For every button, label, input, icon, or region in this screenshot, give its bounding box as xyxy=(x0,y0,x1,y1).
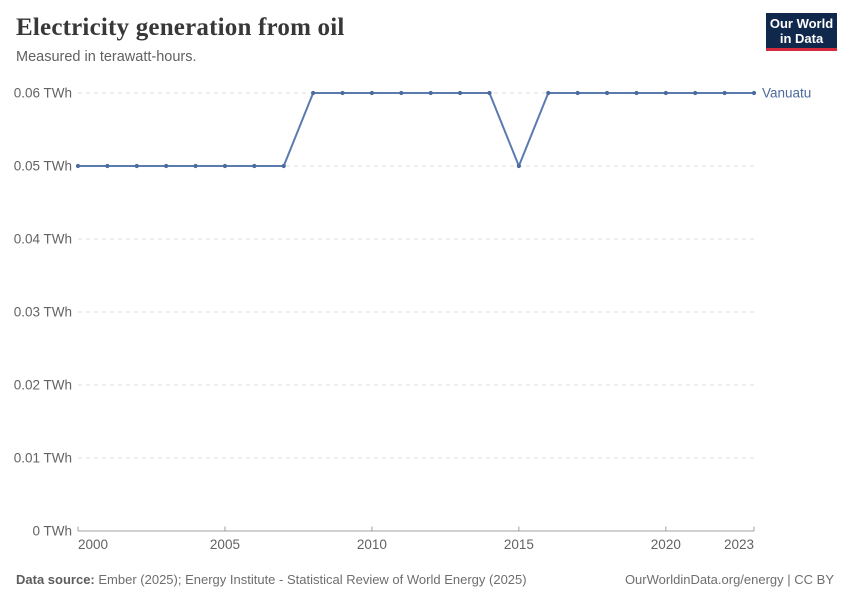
page-title: Electricity generation from oil xyxy=(16,14,345,41)
chart-subtitle: Measured in terawatt-hours. xyxy=(16,49,197,65)
x-tick-label: 2005 xyxy=(210,537,240,552)
data-point[interactable] xyxy=(634,90,639,96)
data-point[interactable] xyxy=(340,90,345,96)
data-point[interactable] xyxy=(105,163,110,169)
data-point[interactable] xyxy=(516,163,521,169)
x-tick-label: 2015 xyxy=(504,537,534,552)
data-point[interactable] xyxy=(134,163,139,169)
data-point[interactable] xyxy=(487,90,492,96)
y-tick-label: 0.01 TWh xyxy=(14,451,72,466)
data-point[interactable] xyxy=(75,163,81,169)
owid-logo-line2: in Data xyxy=(779,31,824,46)
credit-note[interactable]: OurWorldinData.org/energy | CC BY xyxy=(624,571,834,587)
data-point[interactable] xyxy=(164,163,169,169)
y-tick-label: 0.05 TWh xyxy=(14,159,72,174)
x-tick-label: 2023 xyxy=(724,537,754,552)
data-point[interactable] xyxy=(428,90,433,96)
data-point[interactable] xyxy=(193,163,198,169)
data-point[interactable] xyxy=(751,90,757,96)
x-tick-label: 2010 xyxy=(357,537,387,552)
data-point[interactable] xyxy=(693,90,698,96)
y-tick-label: 0.04 TWh xyxy=(14,232,72,247)
data-point[interactable] xyxy=(663,90,668,96)
data-point[interactable] xyxy=(546,90,551,96)
chart-header: Electricity generation from oil Measured… xyxy=(16,14,750,65)
data-point[interactable] xyxy=(252,163,257,169)
data-point[interactable] xyxy=(457,90,463,96)
data-point[interactable] xyxy=(311,90,316,96)
y-tick-label: 0 TWh xyxy=(32,524,72,539)
chart-footer: Data source: Ember (2025); Energy Instit… xyxy=(16,567,834,591)
data-point[interactable] xyxy=(369,90,375,96)
x-tick-label: 2000 xyxy=(78,537,108,552)
entity-label[interactable]: Vanuatu xyxy=(762,86,811,101)
y-tick-label: 0.06 TWh xyxy=(14,86,72,101)
data-point[interactable] xyxy=(222,163,228,169)
data-point[interactable] xyxy=(722,90,727,96)
data-point[interactable] xyxy=(399,90,404,96)
series-line[interactable] xyxy=(78,92,754,167)
owid-logo-line1: Our World xyxy=(769,16,834,31)
owid-logo[interactable]: Our World in Data xyxy=(766,13,837,51)
x-tick-label: 2020 xyxy=(651,537,681,552)
y-tick-label: 0.03 TWh xyxy=(14,305,72,320)
data-source-text: Ember (2025); Energy Institute - Statist… xyxy=(98,571,527,587)
data-point[interactable] xyxy=(604,90,610,96)
data-point[interactable] xyxy=(281,163,286,169)
data-point[interactable] xyxy=(575,90,580,96)
y-tick-label: 0.02 TWh xyxy=(14,378,72,393)
data-source-label: Data source: xyxy=(16,571,95,587)
data-source-note: Data source: Ember (2025); Energy Instit… xyxy=(16,572,527,587)
